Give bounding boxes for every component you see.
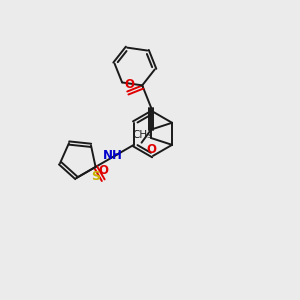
Text: S: S: [91, 170, 100, 184]
Text: O: O: [124, 78, 134, 91]
Text: CH₃: CH₃: [132, 130, 151, 140]
Text: O: O: [146, 143, 156, 156]
Text: NH: NH: [103, 149, 123, 162]
Text: O: O: [98, 164, 108, 177]
